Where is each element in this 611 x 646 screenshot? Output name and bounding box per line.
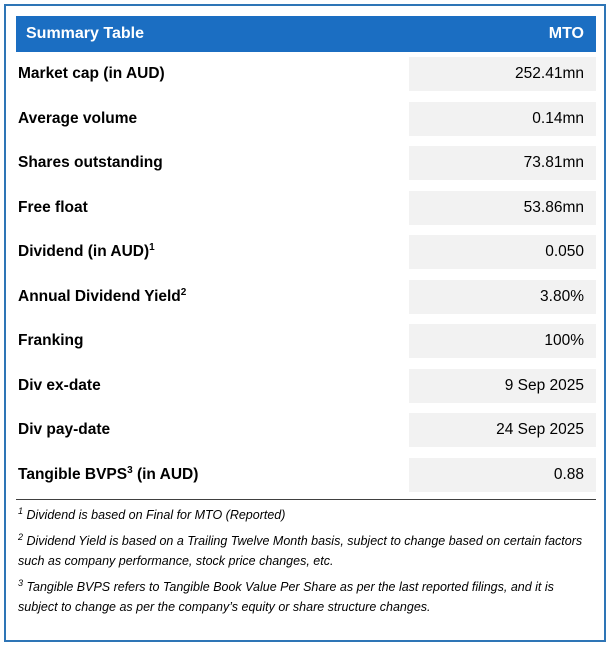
row-value-cell: 3.80% [409, 279, 596, 314]
row-value-text: 53.86mn [523, 198, 584, 216]
table-row: Shares outstanding 73.81mn [16, 141, 596, 186]
footnote-item: 3 Tangible BVPS refers to Tangible Book … [18, 578, 592, 617]
row-value-text: 0.14mn [532, 109, 584, 127]
table-row: Free float 53.86mn [16, 186, 596, 231]
table-row: Tangible BVPS3 (in AUD) 0.88 [16, 453, 596, 498]
row-value-cell: 9 Sep 2025 [409, 368, 596, 403]
row-label-text: Average volume [18, 109, 138, 127]
row-value-text: 0.050 [545, 243, 584, 261]
row-label: Div pay-date [16, 421, 409, 439]
row-label: Free float [16, 199, 409, 217]
footnote-item: 1 Dividend is based on Final for MTO (Re… [18, 506, 592, 525]
row-value-cell: 73.81mn [409, 146, 596, 181]
footnote-superscript: 1 [18, 505, 24, 516]
row-label: Average volume [16, 110, 409, 128]
row-value-text: 3.80% [540, 287, 584, 305]
row-label-text: Annual Dividend Yield [18, 287, 181, 305]
row-label: Shares outstanding [16, 154, 409, 172]
header-ticker: MTO [548, 25, 584, 42]
row-value-text: 24 Sep 2025 [496, 421, 584, 439]
row-value-cell: 24 Sep 2025 [409, 413, 596, 448]
row-value-cell: 53.86mn [409, 190, 596, 225]
row-label-superscript: 1 [149, 242, 155, 254]
table-row: Div pay-date 24 Sep 2025 [16, 408, 596, 453]
summary-table: Summary Table MTO Market cap (in AUD) 25… [4, 4, 606, 642]
row-value-cell: 0.88 [409, 457, 596, 492]
footnote-superscript: 3 [18, 577, 24, 588]
table-row: Average volume 0.14mn [16, 97, 596, 142]
row-value-cell: 0.050 [409, 235, 596, 270]
row-label-suffix: (in AUD) [132, 465, 199, 483]
row-value-text: 73.81mn [523, 154, 584, 172]
table-row: Dividend (in AUD)1 0.050 [16, 230, 596, 275]
row-label-text: Franking [18, 332, 84, 350]
row-value-cell: 0.14mn [409, 101, 596, 136]
row-label: Div ex-date [16, 377, 409, 395]
row-label: Dividend (in AUD)1 [16, 243, 409, 261]
header-title: Summary Table [26, 25, 144, 42]
row-label-superscript: 2 [180, 286, 187, 298]
row-label-text: Div pay-date [18, 421, 111, 439]
table-row: Market cap (in AUD) 252.41mn [16, 52, 596, 97]
footnote-item: 2 Dividend Yield is based on a Trailing … [18, 532, 592, 571]
footnote-text: Dividend Yield is based on a Trailing Tw… [18, 534, 583, 568]
row-label-text: Free float [18, 198, 88, 216]
row-label-text: Dividend (in AUD) [18, 243, 150, 261]
footnote-text: Tangible BVPS refers to Tangible Book Va… [18, 580, 554, 614]
table-row: Franking 100% [16, 319, 596, 364]
row-value-cell: 100% [409, 324, 596, 359]
row-value-text: 9 Sep 2025 [504, 376, 584, 394]
row-label-text: Shares outstanding [18, 154, 163, 172]
footnotes: 1 Dividend is based on Final for MTO (Re… [16, 499, 596, 617]
footnote-text: Dividend is based on Final for MTO (Repo… [26, 508, 286, 522]
row-label-text: Market cap (in AUD) [18, 65, 165, 83]
row-value-text: 100% [544, 332, 584, 350]
row-value-cell: 252.41mn [409, 57, 596, 92]
row-label: Franking [16, 332, 409, 350]
table-row: Div ex-date 9 Sep 2025 [16, 364, 596, 409]
row-label-text: Div ex-date [18, 376, 101, 394]
header-row: Summary Table MTO [16, 16, 596, 52]
row-label-text: Tangible BVPS [18, 465, 128, 483]
row-label-superscript: 3 [127, 464, 133, 476]
table-rows: Market cap (in AUD) 252.41mn Average vol… [16, 52, 596, 497]
row-label: Tangible BVPS3 (in AUD) [16, 464, 409, 484]
row-value-text: 0.88 [553, 465, 584, 483]
row-label: Market cap (in AUD) [16, 65, 409, 83]
row-value-text: 252.41mn [515, 65, 584, 83]
row-label: Annual Dividend Yield2 [16, 286, 409, 306]
table-row: Annual Dividend Yield2 3.80% [16, 275, 596, 320]
footnote-superscript: 2 [18, 532, 24, 543]
